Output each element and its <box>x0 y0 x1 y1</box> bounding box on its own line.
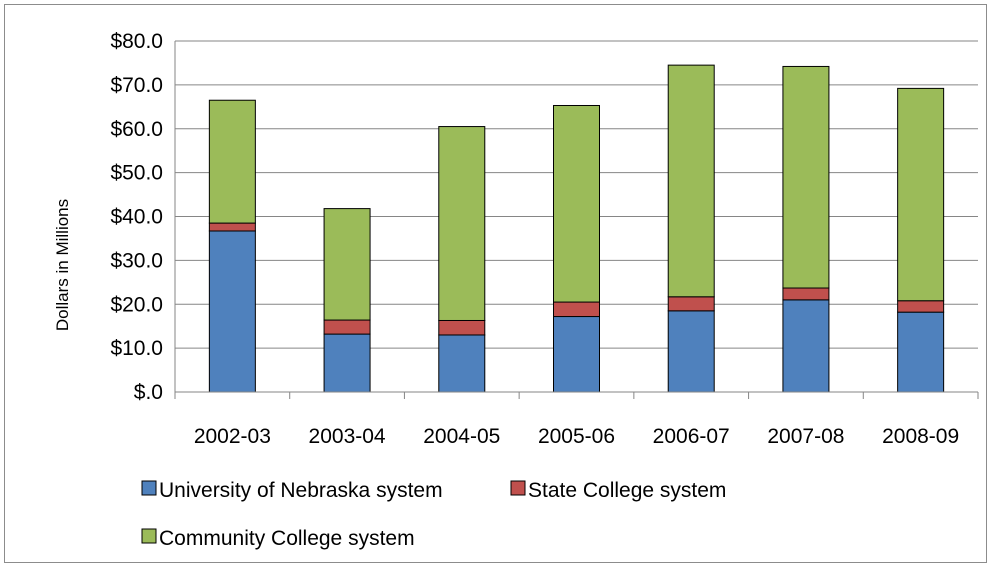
x-tick-label: 2006-07 <box>653 425 730 448</box>
bar-segment <box>323 333 371 393</box>
bar-segment <box>782 65 830 289</box>
y-tick-label: $80.0 <box>110 30 163 53</box>
legend-label: University of Nebraska system <box>159 479 443 502</box>
bar-segment <box>438 319 486 336</box>
bar-segment <box>323 319 371 335</box>
x-tick-label: 2005-06 <box>538 425 615 448</box>
axes <box>174 41 979 399</box>
bar-segment <box>323 208 371 321</box>
bar-segment <box>667 296 715 312</box>
x-tick-labels: 2002-03 2003-04 2004-05 2005-06 2006-07 2007-… <box>194 425 959 448</box>
bar-segment <box>208 230 256 393</box>
y-axis-label: Dollars in Millions <box>53 199 72 331</box>
y-tick-label: $20.0 <box>110 293 163 316</box>
legend-swatch <box>510 480 526 496</box>
bar-segment <box>208 99 256 224</box>
x-tick-label: 2003-04 <box>309 425 386 448</box>
bar-segment <box>438 334 486 393</box>
y-tick-label: $50.0 <box>110 162 163 185</box>
bar-segment <box>897 87 945 302</box>
y-tick-label: $70.0 <box>110 74 163 97</box>
bar-segment <box>208 222 256 232</box>
bar-segment <box>667 310 715 393</box>
bar-segment <box>897 300 945 313</box>
x-tick-label: 2002-03 <box>194 425 271 448</box>
bar-segment <box>667 64 715 298</box>
bar-segment <box>782 299 830 393</box>
bar-segment <box>553 104 600 303</box>
bar-segment <box>897 311 945 393</box>
bars <box>208 64 945 393</box>
y-tick-label: $30.0 <box>110 249 163 272</box>
x-tick-label: 2004-05 <box>423 425 500 448</box>
legend-swatch <box>141 528 157 544</box>
x-tick-label: 2007-08 <box>767 425 844 448</box>
x-tick-label: 2008-09 <box>882 425 959 448</box>
y-tick-label: $.0 <box>134 381 163 404</box>
legend-swatch <box>141 480 157 496</box>
legend-label: Community College system <box>159 527 415 550</box>
y-tick-label: $60.0 <box>110 118 163 141</box>
y-tick-label: $40.0 <box>110 206 163 229</box>
bar-segment <box>782 287 830 301</box>
y-tick-label: $10.0 <box>110 337 163 360</box>
bar-segment <box>438 126 486 321</box>
legend-label: State College system <box>528 479 726 502</box>
bar-segment <box>553 301 600 318</box>
legend: University of Nebraska system State Colle… <box>141 479 726 550</box>
y-tick-labels: $.0 $10.0 $20.0 $30.0 $40.0 $50.0 $60.0 $70.0 $8… <box>110 30 163 404</box>
bar-segment <box>553 316 600 393</box>
